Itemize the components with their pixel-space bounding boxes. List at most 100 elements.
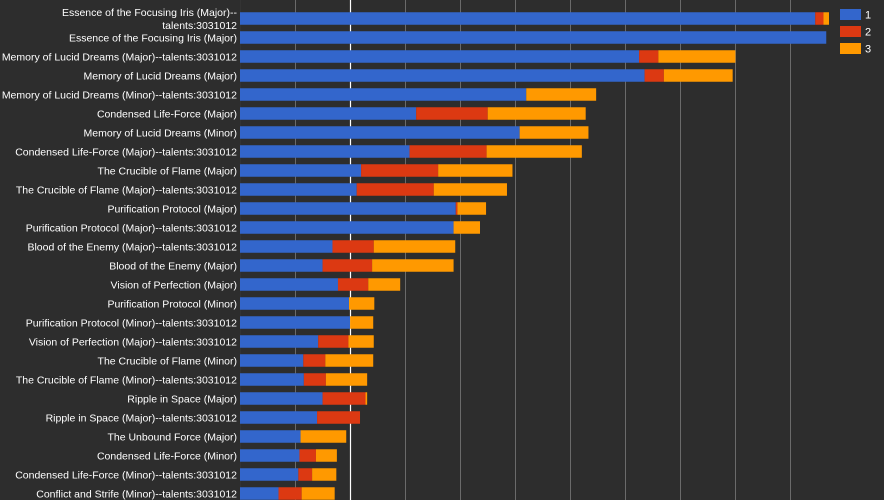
bar-segment-series-1[interactable] — [240, 183, 357, 196]
grid-lines — [240, 0, 791, 500]
category-label: Blood of the Enemy (Major)--talents:3031… — [27, 241, 237, 253]
bar-segment-series-1[interactable] — [240, 392, 323, 405]
category-label: Memory of Lucid Dreams (Minor) — [84, 127, 237, 139]
bar-segment-series-2[interactable] — [337, 278, 369, 291]
bar-segment-series-2[interactable] — [317, 411, 361, 424]
category-label: Essence of the Focusing Iris (Major)--ta… — [62, 7, 238, 32]
bar-segment-series-1[interactable] — [240, 411, 318, 424]
bar-segment-series-1[interactable] — [240, 430, 301, 443]
bar-segment-series-3[interactable] — [438, 164, 513, 177]
category-label: Memory of Lucid Dreams (Major)--talents:… — [2, 51, 237, 63]
bar-segment-series-2[interactable] — [644, 69, 664, 82]
bar-segment-series-3[interactable] — [325, 354, 374, 367]
bar-segment-series-3[interactable] — [526, 88, 597, 101]
bar-segment-series-2[interactable] — [416, 107, 488, 120]
bar-segment-series-2[interactable] — [409, 145, 487, 158]
category-label: The Crucible of Flame (Major)--talents:3… — [16, 184, 237, 196]
bar-segment-series-1[interactable] — [240, 259, 323, 272]
bar-segment-series-1[interactable] — [240, 50, 640, 63]
bar-segment-series-2[interactable] — [322, 259, 373, 272]
bar-segment-series-2[interactable] — [318, 335, 349, 348]
category-label: Memory of Lucid Dreams (Minor)--talents:… — [2, 89, 237, 101]
bar-segment-series-2[interactable] — [298, 468, 313, 481]
category-label: Condensed Life-Force (Minor) — [97, 450, 237, 462]
bar-segment-series-2[interactable] — [332, 240, 374, 253]
bar-segment-series-3[interactable] — [372, 259, 454, 272]
bar-segment-series-3[interactable] — [823, 12, 830, 25]
bar-segment-series-3[interactable] — [658, 50, 736, 63]
bar-segment-series-2[interactable] — [303, 354, 326, 367]
bar-segment-series-2[interactable] — [303, 373, 326, 386]
category-label: Ripple in Space (Major)--talents:3031012 — [46, 412, 238, 424]
bar-segment-series-3[interactable] — [300, 430, 347, 443]
bar-segment-series-3[interactable] — [301, 487, 335, 500]
legend-swatch-2 — [840, 26, 861, 37]
bar-segment-series-3[interactable] — [365, 392, 368, 405]
bar-segment-series-1[interactable] — [240, 354, 304, 367]
bar-segment-series-3[interactable] — [453, 221, 480, 234]
category-label: Memory of Lucid Dreams (Major) — [84, 70, 237, 82]
bar-segment-series-2[interactable] — [299, 449, 316, 462]
bar-segment-series-3[interactable] — [663, 69, 733, 82]
bar-segment-series-3[interactable] — [312, 468, 337, 481]
bar-segment-series-1[interactable] — [240, 240, 333, 253]
bar-segment-series-1[interactable] — [240, 145, 410, 158]
bar-segment-series-3[interactable] — [325, 373, 368, 386]
bar-segment-series-1[interactable] — [240, 107, 417, 120]
legend-label-3: 3 — [865, 44, 871, 56]
category-label: Ripple in Space (Major) — [127, 393, 237, 405]
bar-segment-series-1[interactable] — [240, 88, 527, 101]
category-label: The Unbound Force (Major) — [107, 431, 237, 443]
bar-segment-series-3[interactable] — [315, 449, 337, 462]
category-label: Blood of the Enemy (Major) — [109, 260, 237, 272]
bar-segment-series-1[interactable] — [240, 12, 816, 25]
bar-segment-series-2[interactable] — [639, 50, 659, 63]
bar-segment-series-2[interactable] — [455, 202, 458, 215]
bar-segment-series-3[interactable] — [487, 107, 586, 120]
legend: 1 2 3 — [840, 9, 871, 56]
bar-segment-series-1[interactable] — [240, 487, 279, 500]
category-label: Condensed Life-Force (Minor)--talents:30… — [15, 469, 237, 481]
bar-segment-series-1[interactable] — [240, 335, 319, 348]
bar-segment-series-3[interactable] — [350, 316, 374, 329]
bar-segment-series-1[interactable] — [240, 164, 362, 177]
bar-segment-series-2[interactable] — [361, 164, 439, 177]
bar-segment-series-2[interactable] — [278, 487, 302, 500]
bar-segment-series-2[interactable] — [356, 183, 434, 196]
bar-segment-series-3[interactable] — [457, 202, 487, 215]
bar-segment-series-3[interactable] — [433, 183, 507, 196]
bar-segment-series-1[interactable] — [240, 316, 351, 329]
bar-segment-series-3[interactable] — [348, 335, 374, 348]
category-label: Condensed Life-Force (Major) — [97, 108, 237, 120]
category-label: Vision of Perfection (Major)--talents:30… — [29, 336, 237, 348]
bar-segment-series-1[interactable] — [240, 468, 299, 481]
category-label: Condensed Life-Force (Major)--talents:30… — [15, 146, 237, 158]
bar-segment-series-2[interactable] — [815, 12, 824, 25]
bar-segment-series-3[interactable] — [368, 278, 401, 291]
bar-segment-series-1[interactable] — [240, 69, 645, 82]
bar-segment-series-1[interactable] — [240, 297, 349, 310]
bar-segment-series-1[interactable] — [240, 449, 300, 462]
bar-segment-series-1[interactable] — [240, 221, 454, 234]
bar-segment-series-1[interactable] — [240, 278, 338, 291]
category-label: Purification Protocol (Major) — [107, 203, 237, 215]
category-label: Essence of the Focusing Iris (Major) — [69, 32, 237, 44]
category-label: Conflict and Strife (Minor)--talents:303… — [36, 488, 237, 500]
legend-swatch-3 — [840, 43, 861, 54]
bar-segment-series-3[interactable] — [486, 145, 582, 158]
bar-segment-series-3[interactable] — [373, 240, 456, 253]
category-labels: Essence of the Focusing Iris (Major)--ta… — [2, 7, 238, 500]
bar-segment-series-3[interactable] — [348, 297, 375, 310]
bar-segment-series-2[interactable] — [322, 392, 366, 405]
bars-group — [240, 12, 829, 500]
bar-segment-series-1[interactable] — [240, 202, 456, 215]
legend-label-2: 2 — [865, 27, 871, 39]
category-label: Vision of Perfection (Major) — [111, 279, 237, 291]
bar-segment-series-1[interactable] — [240, 31, 827, 44]
bar-segment-series-1[interactable] — [240, 126, 520, 139]
category-label: The Crucible of Flame (Minor)--talents:3… — [16, 374, 237, 386]
bar-segment-series-1[interactable] — [240, 373, 304, 386]
category-label: Purification Protocol (Minor)--talents:3… — [26, 317, 237, 329]
bar-segment-series-3[interactable] — [519, 126, 589, 139]
